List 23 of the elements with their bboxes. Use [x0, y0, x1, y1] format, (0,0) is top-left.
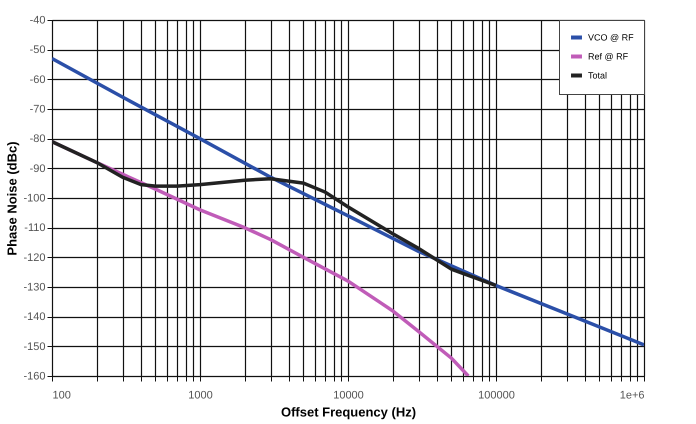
x-tick-label: 100: [52, 390, 71, 402]
y-tick-label: -140: [23, 311, 46, 324]
y-tick-label: -150: [23, 340, 46, 353]
y-tick-label: -80: [30, 133, 46, 146]
x-axis-title: Offset Frequency (Hz): [280, 404, 416, 420]
y-tick-label: -160: [23, 370, 46, 382]
x-tick-label: 100000: [478, 390, 515, 402]
legend-label: Total: [588, 70, 608, 80]
y-tick-label: -110: [24, 222, 46, 234]
y-tick-label: -130: [23, 282, 46, 294]
y-tick-label: -90: [30, 162, 46, 175]
y-tick-label: -60: [30, 74, 46, 86]
y-tick-label: -40: [30, 14, 46, 26]
legend-label: VCO @ RF: [588, 32, 634, 42]
legend-label: Ref @ RF: [588, 52, 629, 62]
y-axis-title: Phase Noise (dBc): [4, 141, 20, 256]
y-tick-label: -100: [23, 192, 46, 204]
y-tick-label: -70: [30, 104, 46, 116]
x-tick-label: 10000: [333, 390, 364, 402]
x-tick-label: 1e+6: [620, 390, 644, 402]
x-tick-label: 1000: [188, 390, 213, 402]
y-tick-label: -120: [23, 252, 46, 264]
y-tick-label: -50: [30, 44, 46, 56]
